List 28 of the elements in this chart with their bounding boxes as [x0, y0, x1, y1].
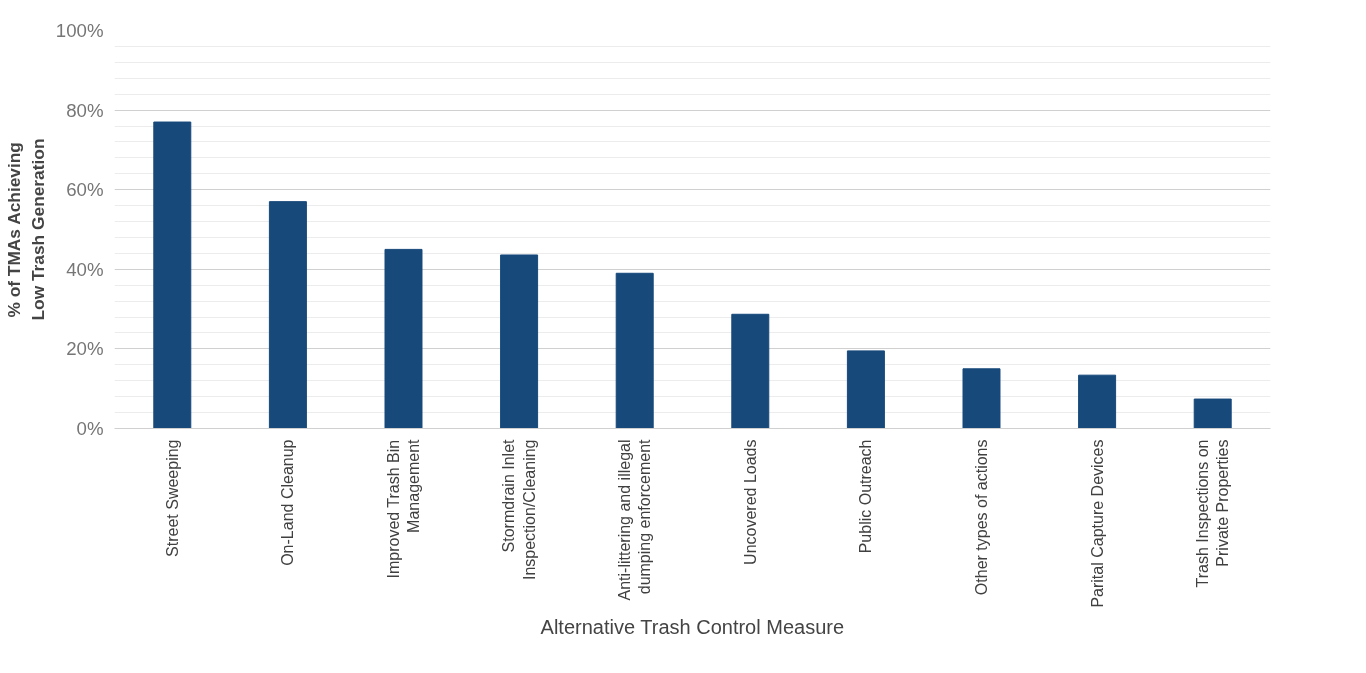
y-axis-title: % of TMAs Achieving Low Trash Generation: [3, 138, 48, 321]
x-tick-label: Uncovered Loads: [741, 439, 759, 565]
x-axis-title: Alternative Trash Control Measure: [540, 615, 845, 638]
bar: [268, 201, 307, 429]
y-tick-label: 40%: [66, 258, 104, 280]
x-tick-label: On-Land Cleanup: [279, 439, 297, 566]
y-tick-label: 60%: [66, 179, 104, 201]
bar: [384, 248, 423, 429]
x-tick-label: Public Outreach: [857, 439, 875, 554]
x-tick-label: Other types of actions: [973, 439, 990, 596]
bar: [731, 313, 770, 429]
y-tick-label: 100%: [55, 20, 104, 41]
y-tick-label: 80%: [66, 99, 104, 121]
bar: [962, 368, 1001, 429]
x-tick-label: Street Sweeping: [163, 439, 181, 557]
y-tick-label: 20%: [66, 338, 104, 360]
bar: [846, 350, 885, 429]
bar: [153, 121, 192, 429]
x-tick-label: Anti-littering and illegal dumping enforcement: [616, 438, 654, 601]
x-tick-label: Improved Trash Bin Management: [384, 438, 423, 579]
bar: [615, 272, 654, 429]
x-tick-label: Trash Inspections on Private Properties: [1194, 439, 1232, 588]
x-tick-label: Parital Capture Devices: [1088, 439, 1106, 608]
x-tick-label: Stormdrain Inlet Inspection/Cleaning: [500, 438, 538, 581]
bar: [1193, 398, 1232, 429]
bar: [500, 254, 539, 429]
y-tick-label: 0%: [76, 418, 104, 439]
bar: [1078, 374, 1117, 429]
